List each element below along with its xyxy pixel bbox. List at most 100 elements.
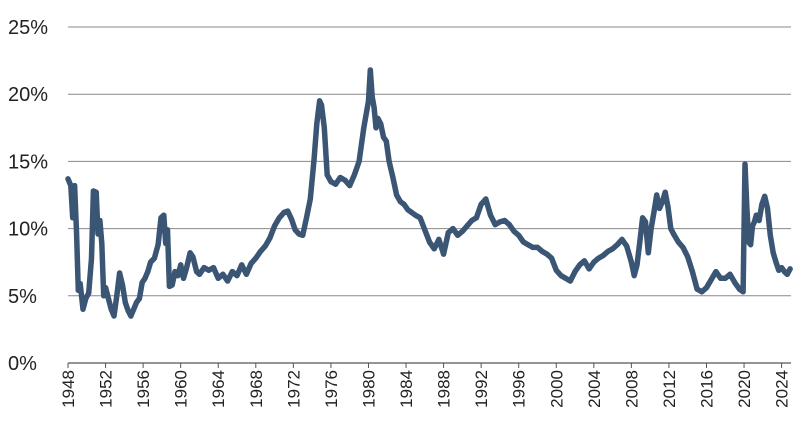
y-tick-label: 10% [8,219,48,241]
x-tick-label: 2004 [585,370,604,408]
data-point [151,255,157,261]
data-point [450,226,456,232]
data-point [307,196,313,202]
data-point [369,94,375,100]
data-point [180,275,187,281]
y-tick-label: 25% [8,17,48,39]
data-point [164,227,171,233]
x-tick-label: 1996 [510,370,529,408]
data-point [409,209,415,216]
data-point [114,293,120,299]
data-point [675,239,681,245]
data-point [749,223,756,229]
data-point [206,267,212,273]
data-point [534,244,541,250]
data-point [95,231,101,237]
data-point [163,240,169,246]
data-point [459,228,465,234]
data-point [742,161,748,167]
data-point [699,289,705,295]
data-point [155,242,161,248]
data-point [426,239,433,245]
data-point [77,281,83,287]
data-point [111,313,117,319]
data-point [506,222,512,228]
data-point [317,98,323,104]
y-tick-label: 5% [8,286,37,308]
data-point [220,271,226,277]
data-point [665,204,671,210]
data-point [436,236,442,242]
data-point [422,227,428,233]
data-point [497,219,503,225]
data-point [380,134,387,140]
data-point [80,306,86,312]
data-point [215,275,221,281]
data-point [145,269,151,275]
data-point [276,215,282,221]
data-point [172,269,178,275]
data-point [417,215,423,221]
data-point [248,260,254,267]
data-point [586,266,592,272]
data-point [651,209,657,216]
data-point [303,215,310,221]
data-point [383,138,389,144]
data-point [511,228,517,234]
data-point [128,313,134,319]
gridlines [68,26,791,297]
data-point [86,290,92,296]
data-point [539,248,545,254]
data-point [671,231,677,237]
x-tick-label: 1968 [247,370,266,408]
data-point [321,125,327,131]
data-point [680,244,686,250]
data-point [473,215,479,221]
data-point [628,259,635,265]
data-point [229,269,235,275]
y-tick-label: 0% [8,353,37,375]
data-point [483,196,489,202]
x-axis-tick-labels: 1948 1952 1956 1960 1964 1968 1972 1976 1980 1984… [59,363,792,408]
x-tick-label: 1960 [172,370,191,408]
data-point [640,215,646,221]
data-point [544,251,550,257]
data-point [744,205,750,211]
data-point [122,299,128,306]
x-tick-label: 2024 [773,370,792,408]
data-point [572,269,578,275]
data-point [753,212,759,218]
data-point [642,219,649,225]
data-point [549,255,555,261]
data-point [136,295,142,302]
data-point [591,259,597,265]
data-point [183,266,189,272]
data-point [175,273,181,279]
data-point [558,273,564,279]
data-point [243,271,249,277]
data-point [187,250,193,256]
data-point [516,232,522,238]
data-point [239,262,245,268]
data-point [73,228,80,234]
data-point [371,105,377,111]
data-point [300,232,306,238]
data-point [356,158,362,164]
data-point [103,285,109,291]
data-point [190,254,196,260]
data-point [314,121,320,127]
data-point [347,183,353,189]
data-point [668,226,674,232]
data-point [654,192,660,198]
x-tick-label: 1972 [284,370,303,408]
data-point [401,201,407,207]
data-point [431,246,437,252]
data-point [196,271,203,277]
data-point [148,259,154,265]
data-point [311,157,317,163]
data-point [342,177,348,183]
y-tick-label: 20% [8,84,48,106]
data-point [397,199,403,205]
data-point [288,216,295,222]
